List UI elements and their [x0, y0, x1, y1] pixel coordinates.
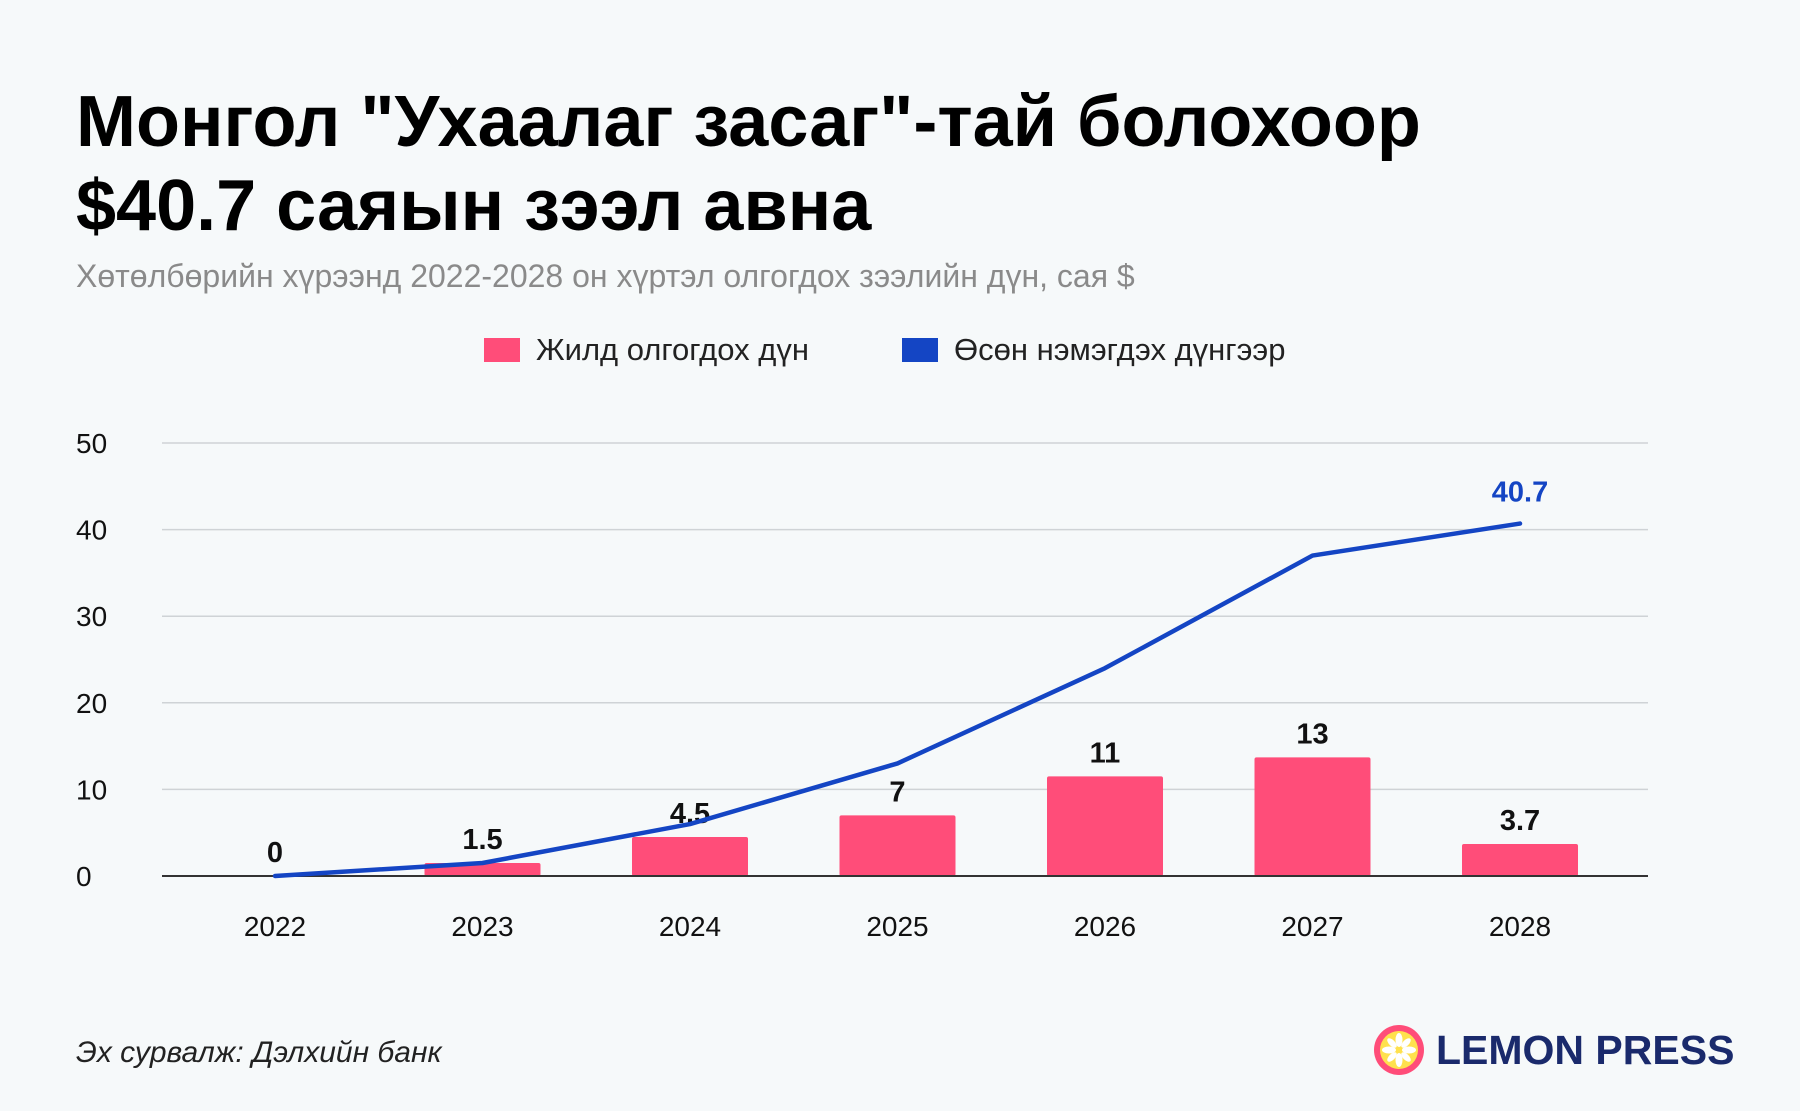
brand: LEMON PRESS — [1372, 1022, 1734, 1078]
x-tick-label-2026: 2026 — [1074, 911, 1136, 942]
bar-label-2025: 7 — [889, 776, 905, 808]
line-end-label: 40.7 — [1492, 477, 1548, 509]
legend-swatch-annual — [484, 338, 520, 362]
bar-label-2028: 3.7 — [1500, 805, 1540, 837]
legend-item-cumulative: Өсөн нэмэгдэх дүнгээр — [902, 330, 1285, 370]
legend-swatch-cumulative — [902, 338, 938, 362]
legend-item-annual: Жилд олгогдох дүн — [484, 330, 809, 370]
x-tick-label-2024: 2024 — [659, 911, 721, 942]
chart-title: Монгол "Ухаалаг засаг"-тай болохоор $40.… — [76, 80, 1726, 248]
chart-subtitle: Хөтөлбөрийн хүрээнд 2022-2028 он хүртэл … — [76, 258, 1135, 294]
legend-label-annual: Жилд олгогдох дүн — [536, 332, 809, 367]
y-tick-label-20: 20 — [76, 688, 107, 719]
y-tick-label-10: 10 — [76, 774, 107, 805]
x-tick-label-2022: 2022 — [244, 911, 306, 942]
y-tick-label-40: 40 — [76, 515, 107, 546]
bar-label-2027: 13 — [1296, 718, 1328, 750]
x-tick-label-2028: 2028 — [1489, 911, 1551, 942]
y-tick-label-30: 30 — [76, 601, 107, 632]
cumulative-line — [272, 521, 1523, 879]
bar-2025 — [839, 815, 956, 876]
bar-2027 — [1254, 757, 1371, 876]
chart-title-line-2: $40.7 саяын зээл авна — [76, 166, 872, 246]
bar-label-2023: 1.5 — [462, 824, 502, 856]
bar-label-2026: 11 — [1090, 737, 1121, 769]
y-tick-label-50: 50 — [76, 428, 107, 459]
brand-name: LEMON PRESS — [1436, 1026, 1735, 1073]
chart-legend: Жилд олгогдох дүн Өсөн нэмэгдэх дүнгээр — [0, 330, 1800, 370]
bar-2028 — [1462, 843, 1578, 876]
chart-title-line-1: Монгол "Ухаалаг засаг"-тай болохоор — [76, 82, 1421, 162]
bar-label-2022: 0 — [267, 837, 283, 869]
x-tick-label-2025: 2025 — [866, 911, 928, 942]
legend-label-cumulative: Өсөн нэмэгдэх дүнгээр — [954, 332, 1286, 367]
x-tick-label-2023: 2023 — [451, 911, 513, 942]
y-tick-label-0: 0 — [76, 861, 92, 892]
bar-2026 — [1047, 776, 1163, 876]
source-note: Эх сурвалж: Дэлхийн банк — [76, 1036, 442, 1069]
lemon-logo-icon — [1374, 1025, 1424, 1075]
x-tick-label-2027: 2027 — [1281, 911, 1343, 942]
bar-2024 — [632, 837, 748, 876]
